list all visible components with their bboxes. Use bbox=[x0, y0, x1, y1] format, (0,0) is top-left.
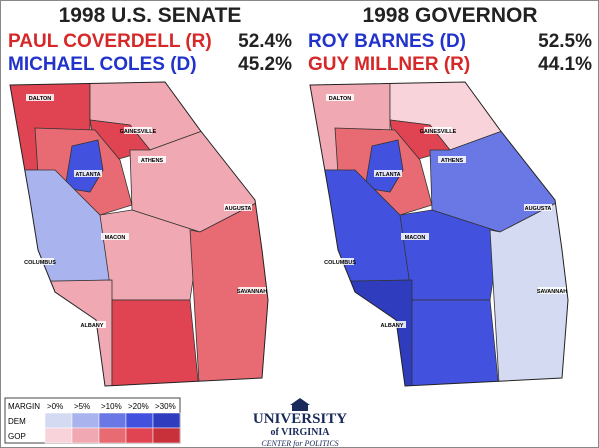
city-box bbox=[124, 127, 152, 134]
legend-swatch bbox=[44, 412, 73, 429]
logo: UNIVERSITY of VIRGINIA CENTER for POLITI… bbox=[253, 398, 347, 448]
district bbox=[111, 299, 201, 386]
legend-swatch bbox=[152, 427, 181, 444]
legend-swatch bbox=[98, 427, 127, 444]
city-label: MACON bbox=[105, 235, 126, 241]
city-box bbox=[238, 287, 266, 294]
city-box bbox=[538, 287, 566, 294]
candidate-name: GUY MILLNER (R) bbox=[308, 54, 470, 75]
city-box bbox=[424, 127, 452, 134]
city-label: ATHENS bbox=[441, 158, 464, 164]
map-title: 1998 U.S. SENATE bbox=[59, 4, 242, 27]
city-box bbox=[224, 204, 252, 211]
legend-swatch bbox=[152, 412, 181, 429]
city-box bbox=[374, 170, 402, 177]
city-label: MACON bbox=[405, 235, 426, 241]
city-label: COLUMBUS bbox=[324, 260, 356, 266]
logo-line: UNIVERSITY bbox=[253, 411, 347, 427]
candidate-pct: 52.5% bbox=[538, 31, 592, 52]
candidate-pct: 45.2% bbox=[238, 54, 292, 75]
city-box bbox=[524, 204, 552, 211]
city-box bbox=[78, 321, 106, 328]
legend-level: >20% bbox=[128, 402, 149, 411]
city-label: ATLANTA bbox=[75, 172, 100, 178]
legend-swatch bbox=[125, 412, 154, 429]
city-label: AUGUSTA bbox=[225, 206, 252, 212]
city-label: ALBANY bbox=[381, 323, 404, 329]
city-box bbox=[401, 233, 429, 240]
city-label: COLUMBUS bbox=[24, 260, 56, 266]
city-label: SAVANNAH bbox=[537, 289, 567, 295]
candidate-name: MICHAEL COLES (D) bbox=[8, 54, 197, 75]
legend-swatch bbox=[71, 412, 100, 429]
state-outline bbox=[309, 81, 569, 387]
district bbox=[411, 299, 501, 386]
city-label: GAINESVILLE bbox=[420, 129, 457, 135]
candidate-name: ROY BARNES (D) bbox=[308, 31, 466, 52]
logo-icon bbox=[290, 398, 310, 411]
legend: MARGIN >0% >5% >10% >20% >30% DEM GOP bbox=[4, 397, 181, 444]
state-map bbox=[10, 82, 268, 386]
legend-level: >10% bbox=[101, 402, 122, 411]
legend-swatch bbox=[125, 427, 154, 444]
legend-level: >0% bbox=[47, 402, 63, 411]
candidate-pct: 44.1% bbox=[538, 54, 592, 75]
logo-line: CENTER for POLITICS bbox=[261, 439, 338, 448]
city-label: SAVANNAH bbox=[237, 289, 267, 295]
city-label: DALTON bbox=[329, 96, 351, 102]
logo-line: of VIRGINIA bbox=[271, 427, 331, 438]
city-box bbox=[138, 156, 166, 163]
city-label: ALBANY bbox=[81, 323, 104, 329]
city-label: ATLANTA bbox=[375, 172, 400, 178]
city-label: AUGUSTA bbox=[525, 206, 552, 212]
legend-swatch bbox=[98, 412, 127, 429]
city-box bbox=[101, 233, 129, 240]
candidate-pct: 52.4% bbox=[238, 31, 292, 52]
city-box bbox=[326, 258, 354, 265]
legend-level: >30% bbox=[155, 402, 176, 411]
city-label: ATHENS bbox=[141, 158, 164, 164]
city-box bbox=[26, 94, 54, 101]
city-box bbox=[74, 170, 102, 177]
city-label: DALTON bbox=[29, 96, 51, 102]
maps: 1998 U.S. SENATE PAUL COVERDELL (R) 52.4% M… bbox=[8, 4, 592, 387]
legend-swatch bbox=[71, 427, 100, 444]
district bbox=[489, 199, 568, 386]
district bbox=[189, 199, 268, 386]
candidate-name: PAUL COVERDELL (R) bbox=[8, 31, 212, 52]
city-box bbox=[378, 321, 406, 328]
legend-row: GOP bbox=[8, 432, 26, 441]
map-title: 1998 GOVERNOR bbox=[362, 4, 537, 27]
city-label: GAINESVILLE bbox=[120, 129, 157, 135]
city-box bbox=[26, 258, 54, 265]
state-outline bbox=[9, 81, 269, 387]
city-box bbox=[326, 94, 354, 101]
legend-level: >5% bbox=[74, 402, 90, 411]
legend-swatch bbox=[44, 427, 73, 444]
city-box bbox=[438, 156, 466, 163]
legend-row: DEM bbox=[8, 417, 26, 426]
legend-title: MARGIN bbox=[8, 402, 40, 411]
